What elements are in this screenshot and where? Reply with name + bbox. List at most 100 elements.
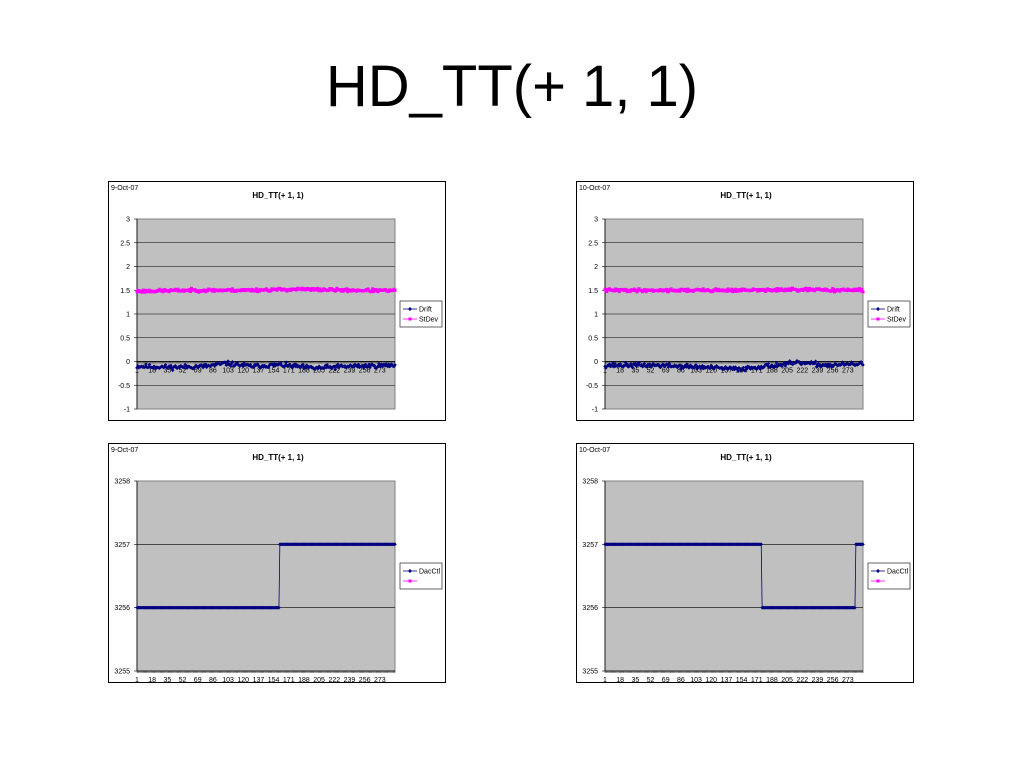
x-tick-label: 18 <box>148 368 156 375</box>
x-tick-label: 69 <box>194 368 202 375</box>
x-tick-label: 205 <box>313 368 325 375</box>
chart-svg-drift-oct9: 9-Oct-07 HD_TT(+ 1, 1) -1 -0.5 0 0.5 1 1.5 2 2.5 3… <box>111 185 443 414</box>
y-tick-label: 3258 <box>114 479 130 486</box>
data-point <box>140 290 144 294</box>
data-point <box>189 289 193 293</box>
data-point <box>649 364 654 368</box>
data-point <box>335 365 339 369</box>
legend-marker <box>408 579 412 583</box>
y-tick-label: 3255 <box>582 669 598 676</box>
data-point <box>859 360 864 364</box>
legend-box <box>867 300 911 328</box>
data-point <box>339 289 343 293</box>
data-point <box>720 365 724 370</box>
data-point <box>645 365 649 369</box>
data-point <box>607 362 612 366</box>
data-point <box>323 363 328 368</box>
data-point <box>284 360 288 365</box>
data-point <box>816 361 821 366</box>
legend-box <box>399 300 443 328</box>
data-point <box>371 287 375 291</box>
x-tick-label: 52 <box>179 677 187 682</box>
data-point <box>682 364 687 369</box>
data-point <box>176 287 180 291</box>
data-point <box>741 365 746 370</box>
y-tick-label: 2.5 <box>120 240 130 247</box>
x-tick-label: 256 <box>827 677 839 682</box>
x-tick-label: 239 <box>812 368 824 375</box>
x-tick-label: 52 <box>179 368 187 375</box>
x-tick-label: 171 <box>751 677 763 682</box>
x-tick-label: 103 <box>690 368 702 375</box>
data-point <box>617 364 622 368</box>
data-point <box>294 364 298 369</box>
series-stdev <box>603 286 865 294</box>
data-point <box>675 365 680 370</box>
data-point <box>372 290 376 294</box>
x-tick-label: 137 <box>253 677 265 682</box>
x-tick-label: 256 <box>359 677 371 682</box>
data-point <box>184 364 188 368</box>
data-point <box>230 289 234 293</box>
data-point <box>372 363 377 368</box>
x-tick-label: 222 <box>328 677 340 682</box>
y-tick-label: 1.5 <box>588 288 598 295</box>
data-point <box>617 290 621 294</box>
data-point <box>203 364 207 368</box>
x-tick-label: 239 <box>344 677 356 682</box>
data-point <box>193 288 197 292</box>
y-tick-label: 1.5 <box>120 288 130 295</box>
y-tick-label: -0.5 <box>118 383 130 390</box>
legend: Drift StDev <box>399 300 443 328</box>
data-point <box>635 290 639 294</box>
data-point <box>230 360 235 364</box>
x-tick-label: 52 <box>647 368 655 375</box>
data-point <box>780 362 785 367</box>
x-tick-label: 222 <box>796 368 808 375</box>
chart-panel-dacctl-oct9: 9-Oct-07 HD_TT(+ 1, 1) 3255 3256 3257 3258 1 18… <box>108 443 446 683</box>
data-point <box>183 362 188 367</box>
chart-panel-drift-oct10: 10-Oct-07 HD_TT(+ 1, 1) -1 -0.5 0 0.5 1 1.5 2 2.5… <box>576 181 914 421</box>
x-tick-label: 86 <box>209 368 217 375</box>
data-point <box>144 362 148 367</box>
data-point <box>799 362 804 367</box>
x-tick-label: 171 <box>751 368 763 375</box>
data-point <box>167 364 171 368</box>
data-point <box>334 288 338 292</box>
data-point <box>750 288 754 292</box>
data-point <box>861 363 865 367</box>
data-point <box>153 366 158 371</box>
legend-label: StDev <box>419 317 439 324</box>
data-point <box>621 365 625 369</box>
x-tick-label: 273 <box>842 368 854 375</box>
data-point <box>695 367 699 371</box>
data-point <box>261 363 265 368</box>
legend-label: Drift <box>887 307 900 314</box>
x-tick-label: 188 <box>298 368 310 375</box>
data-point <box>228 364 233 368</box>
data-point <box>349 364 354 368</box>
data-point <box>157 287 161 291</box>
data-point <box>255 287 259 291</box>
data-point <box>755 366 760 371</box>
x-tick-label: 103 <box>690 677 702 682</box>
data-point <box>771 364 775 369</box>
data-point <box>861 290 865 294</box>
data-point <box>346 290 350 294</box>
data-point <box>782 289 786 293</box>
data-point <box>387 290 391 294</box>
data-point <box>361 363 365 368</box>
x-tick-label: 239 <box>812 677 824 682</box>
data-point <box>315 286 319 290</box>
data-point <box>160 288 164 292</box>
data-point <box>383 363 387 368</box>
y-tick-label: 2 <box>594 264 598 271</box>
x-tick-label: 222 <box>796 677 808 682</box>
x-tick-label: 273 <box>374 368 386 375</box>
data-point <box>708 366 713 371</box>
y-tick-label: -1 <box>592 407 598 414</box>
plot-area <box>136 480 396 672</box>
data-point <box>665 362 670 367</box>
x-tick-label: 120 <box>705 677 717 682</box>
data-point <box>211 289 215 293</box>
